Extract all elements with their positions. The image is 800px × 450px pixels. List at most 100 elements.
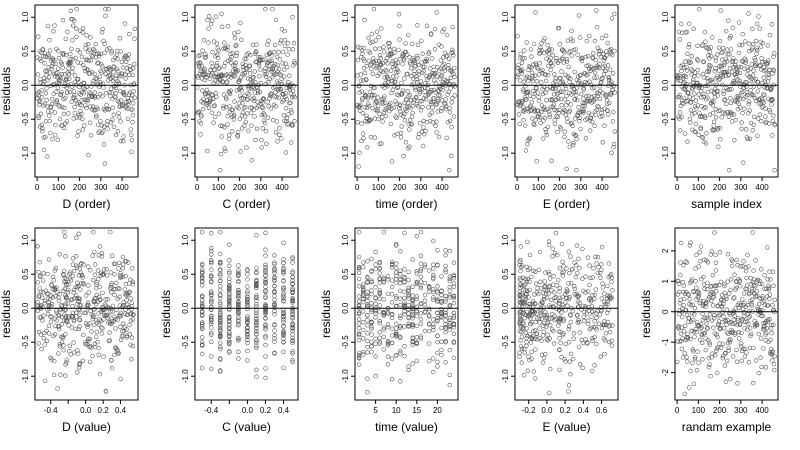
data-point [227, 271, 232, 276]
data-point [688, 240, 693, 245]
data-point [414, 341, 419, 346]
data-point [581, 96, 586, 101]
data-point [411, 100, 416, 105]
data-point [87, 90, 92, 95]
data-point [373, 341, 378, 347]
data-point [262, 120, 268, 126]
data-point [129, 149, 134, 155]
data-point [542, 36, 547, 41]
data-point [36, 89, 42, 94]
data-point [42, 378, 48, 384]
data-point [119, 73, 124, 79]
data-point [588, 115, 593, 121]
y-tick-label: 0.5 [661, 45, 670, 57]
data-point [689, 328, 694, 334]
data-point [356, 229, 362, 235]
data-point [754, 289, 759, 294]
data-point [555, 277, 561, 283]
data-point [702, 301, 708, 307]
data-point [451, 284, 457, 289]
data-point [51, 91, 56, 97]
data-point [547, 112, 552, 117]
data-point [195, 75, 201, 80]
data-point [686, 316, 692, 321]
data-point [435, 248, 440, 253]
data-point [730, 354, 736, 359]
data-point [80, 281, 86, 286]
data-point [394, 326, 399, 331]
data-point [358, 102, 363, 108]
data-point [534, 65, 540, 70]
data-point [726, 348, 731, 353]
data-point [435, 316, 440, 321]
x-tick-label: 0.4 [115, 406, 127, 415]
data-point [368, 117, 373, 122]
data-point [247, 63, 253, 69]
data-point [753, 284, 758, 289]
y-tick-label: 0.5 [181, 45, 190, 57]
data-point [286, 121, 291, 126]
data-point [55, 70, 60, 75]
data-point [553, 97, 559, 102]
data-point [361, 260, 366, 265]
data-point [99, 325, 104, 330]
data-point [564, 57, 570, 62]
data-point [281, 349, 286, 354]
data-point [35, 280, 41, 285]
data-point [414, 323, 419, 329]
data-point [764, 245, 770, 250]
data-point [66, 71, 72, 77]
data-point [597, 88, 603, 94]
x-axis-label: D (value) [62, 420, 111, 434]
data-point [736, 330, 741, 335]
data-point [583, 274, 588, 279]
data-point [53, 294, 58, 299]
data-point [543, 130, 549, 135]
data-point [272, 268, 277, 273]
data-point [56, 48, 61, 54]
data-point [372, 135, 377, 140]
data-point [410, 342, 415, 348]
data-point [72, 296, 77, 301]
data-point [398, 335, 403, 340]
data-point [696, 360, 701, 365]
data-point [375, 95, 381, 100]
data-point [218, 123, 223, 129]
data-point [218, 323, 223, 328]
data-point [547, 276, 553, 281]
data-point [109, 90, 114, 95]
data-point [290, 316, 295, 321]
data-point [218, 268, 223, 273]
data-point [602, 291, 607, 296]
data-point [435, 364, 440, 369]
data-point [556, 86, 562, 91]
data-point [611, 11, 617, 17]
data-point [214, 94, 219, 100]
data-point [451, 71, 456, 77]
data-point [271, 117, 276, 123]
data-point [254, 374, 259, 379]
data-point [599, 107, 605, 113]
data-point [402, 302, 407, 307]
y-tick-label: 1.0 [181, 234, 190, 246]
data-point [400, 88, 405, 93]
data-point [89, 53, 94, 58]
data-point [694, 57, 700, 62]
data-point [538, 80, 544, 85]
data-point [577, 320, 582, 325]
data-point [770, 67, 776, 73]
data-point [112, 292, 117, 298]
data-point [389, 292, 395, 297]
data-point [100, 93, 105, 99]
data-point [541, 297, 547, 302]
data-point [452, 74, 457, 80]
data-point [768, 337, 773, 343]
data-point [605, 40, 610, 46]
data-point [130, 107, 135, 112]
data-point [728, 95, 733, 101]
data-point [598, 48, 603, 53]
data-point [99, 70, 104, 75]
data-point [675, 292, 681, 297]
data-point [84, 33, 89, 38]
data-point [521, 109, 527, 114]
